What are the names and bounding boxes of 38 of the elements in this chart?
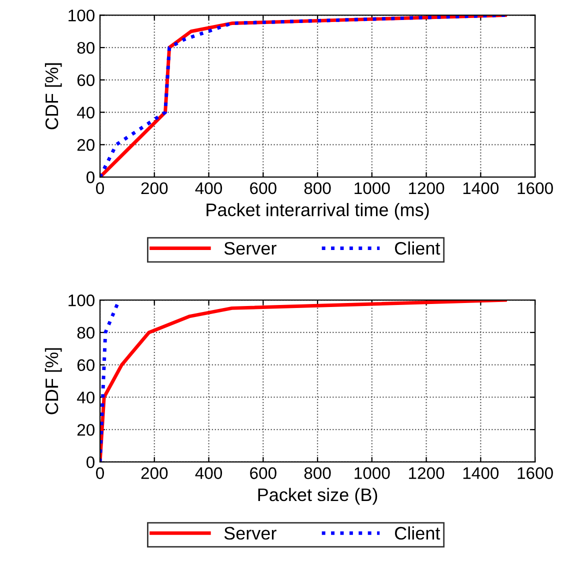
x-tick-label: 400	[195, 182, 222, 194]
y-tick-label: 0	[86, 171, 94, 184]
y-tick-label: 100	[68, 294, 94, 306]
y-tick-label: 60	[77, 359, 94, 372]
x-tick-label: 0	[96, 182, 104, 194]
x-tick-label: 1200	[409, 467, 444, 480]
x-axis-title: Packet interarrival time (ms)	[206, 202, 429, 220]
x-tick-label: 600	[250, 467, 276, 480]
x-tick-label: 200	[141, 467, 168, 480]
x-tick-label: 0	[96, 467, 104, 480]
y-tick-label: 40	[76, 106, 94, 118]
y-tick-label: 20	[77, 139, 94, 151]
x-tick-label: 1400	[463, 182, 499, 194]
x-axis-title: Packet size (B)	[258, 488, 378, 505]
x-tick-label: 800	[304, 182, 331, 194]
y-tick-label: 20	[77, 424, 94, 436]
legend-label: Client	[394, 241, 440, 255]
y-tick-label: 100	[68, 10, 94, 22]
y-tick-label: 0	[86, 456, 94, 468]
x-tick-label: 1200	[409, 182, 444, 194]
x-tick-label: 600	[250, 182, 276, 194]
x-tick-label: 1400	[463, 467, 499, 480]
x-tick-label: 1000	[354, 467, 390, 480]
x-tick-label: 1000	[354, 182, 390, 194]
y-tick-label: 60	[77, 74, 94, 86]
y-axis-title: CDF [%]	[44, 63, 62, 130]
legend-label: Server	[224, 526, 276, 540]
x-tick-label: 400	[195, 467, 222, 480]
legend-label: Client	[394, 526, 440, 540]
legend-label: Server	[224, 242, 276, 255]
y-axis-title: CDF [%]	[44, 348, 62, 414]
x-tick-label: 800	[304, 467, 331, 480]
y-tick-label: 40	[76, 392, 94, 404]
x-tick-label: 200	[141, 182, 168, 194]
x-tick-label: 1600	[518, 467, 553, 480]
y-tick-label: 80	[77, 42, 94, 54]
x-tick-label: 1600	[518, 182, 553, 194]
y-tick-label: 80	[77, 326, 94, 339]
